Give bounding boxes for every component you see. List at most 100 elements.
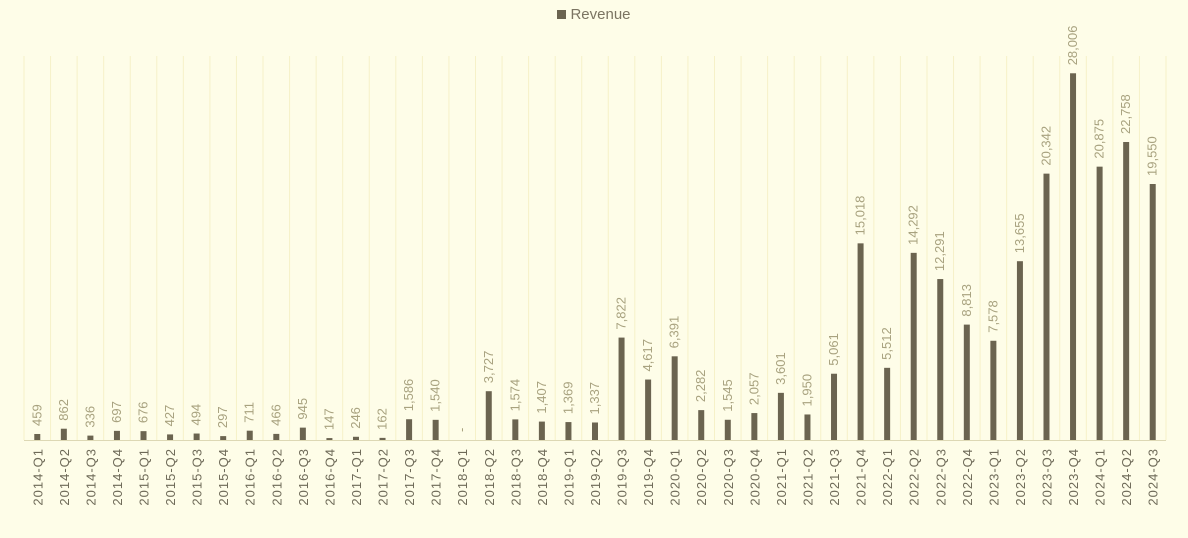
data-label: 862 [56, 399, 71, 421]
data-label: 162 [375, 408, 390, 430]
data-label: 1,950 [799, 374, 814, 407]
x-tick-label: 2024-Q3 [1146, 448, 1161, 506]
data-label: 20,875 [1092, 119, 1107, 159]
bar [565, 422, 572, 440]
data-label: 1,545 [720, 379, 735, 412]
data-label: 459 [29, 404, 44, 426]
data-label: 20,342 [1038, 126, 1053, 166]
bar [485, 391, 492, 440]
x-tick-label: 2015-Q4 [216, 448, 231, 506]
bar [618, 337, 625, 440]
x-tick-label: 2017-Q3 [402, 448, 417, 506]
x-tick-label: 2024-Q1 [1093, 448, 1108, 506]
bar [910, 252, 917, 440]
bar [857, 243, 864, 440]
bar [804, 414, 811, 440]
x-tick-label: 2014-Q1 [30, 448, 45, 506]
x-tick-label: 2021-Q4 [854, 448, 869, 506]
x-tick-label: 2020-Q1 [668, 448, 683, 506]
data-label: 14,292 [906, 205, 921, 245]
data-label: 1,574 [507, 379, 522, 412]
bar [140, 431, 147, 440]
data-label: 7,578 [985, 300, 1000, 333]
x-tick-label: 2014-Q2 [57, 448, 72, 506]
bar [884, 367, 891, 440]
data-label: 427 [162, 405, 177, 427]
x-tick-label: 2015-Q2 [163, 448, 178, 506]
x-tick-label: 2018-Q2 [482, 448, 497, 506]
bar [34, 433, 41, 440]
data-label: 6,391 [667, 316, 682, 349]
x-tick-label: 2022-Q1 [880, 448, 895, 506]
bar [1043, 173, 1050, 440]
bar [592, 422, 598, 440]
bar [352, 436, 359, 440]
legend-swatch [557, 10, 567, 19]
data-label: 466 [268, 404, 283, 426]
bar [406, 419, 413, 440]
x-tick-label: 2018-Q4 [535, 448, 550, 506]
bar [113, 430, 120, 440]
data-label: 336 [82, 406, 97, 428]
data-label: 28,006 [1065, 26, 1080, 66]
data-label: 697 [109, 401, 124, 423]
data-label: 4,617 [640, 339, 655, 372]
x-tick-label: 2014-Q3 [83, 448, 98, 506]
data-label: 1,369 [560, 382, 575, 415]
x-tick-label: 2019-Q1 [561, 448, 576, 506]
bar [937, 279, 944, 440]
bar [1149, 184, 1156, 440]
data-label: 297 [215, 406, 230, 428]
data-label: 2,282 [693, 370, 708, 403]
data-label: 8,813 [959, 284, 974, 317]
x-tick-label: 2019-Q2 [588, 448, 603, 506]
x-tick-label: 2016-Q1 [243, 448, 258, 506]
data-label: 12,291 [932, 231, 947, 271]
data-label: 7,822 [614, 297, 629, 330]
bar [1070, 73, 1077, 441]
x-tick-label: 2016-Q3 [296, 448, 311, 506]
x-tick-label: 2022-Q3 [933, 448, 948, 506]
data-label: 147 [321, 408, 336, 430]
bar [87, 435, 94, 440]
legend: Revenue [0, 6, 1188, 23]
bar [299, 427, 306, 440]
bar [963, 324, 970, 440]
data-label: 15,018 [853, 196, 868, 236]
x-tick-label: 2021-Q2 [800, 448, 815, 506]
x-tick-label: 2018-Q3 [508, 448, 523, 506]
bar [167, 434, 174, 440]
x-tick-label: 2019-Q3 [615, 448, 630, 506]
x-tick-label: 2020-Q2 [694, 448, 709, 506]
data-label: 3,601 [773, 352, 788, 385]
bar [698, 410, 705, 440]
x-tick-label: 2020-Q4 [747, 448, 762, 506]
bar [538, 421, 545, 440]
x-tick-label: 2023-Q4 [1066, 448, 1081, 506]
bar [220, 436, 227, 440]
data-label: 494 [189, 404, 204, 426]
data-label: 676 [136, 401, 151, 423]
bar [60, 428, 67, 440]
bar [512, 419, 519, 440]
bar [990, 340, 997, 440]
x-tick-label: 2016-Q4 [322, 448, 337, 506]
data-label: 711 [242, 402, 257, 423]
bar [645, 379, 652, 440]
data-label: 1,337 [587, 382, 602, 415]
bar [246, 430, 253, 440]
x-tick-label: 2022-Q2 [907, 448, 922, 506]
data-label: 246 [348, 407, 363, 429]
x-tick-label: 2016-Q2 [269, 448, 284, 506]
x-tick-label: 2014-Q4 [110, 448, 125, 506]
bar [671, 356, 678, 440]
bar [751, 413, 758, 440]
x-tick-label: 2019-Q4 [641, 448, 656, 506]
data-label: 945 [295, 398, 310, 420]
x-tick-label: 2015-Q1 [137, 448, 152, 506]
x-tick-label: 2015-Q3 [190, 448, 205, 506]
data-label: 1,407 [534, 381, 549, 414]
legend-label: Revenue [570, 6, 631, 23]
bar [1096, 166, 1103, 440]
data-label: 5,512 [879, 327, 894, 360]
